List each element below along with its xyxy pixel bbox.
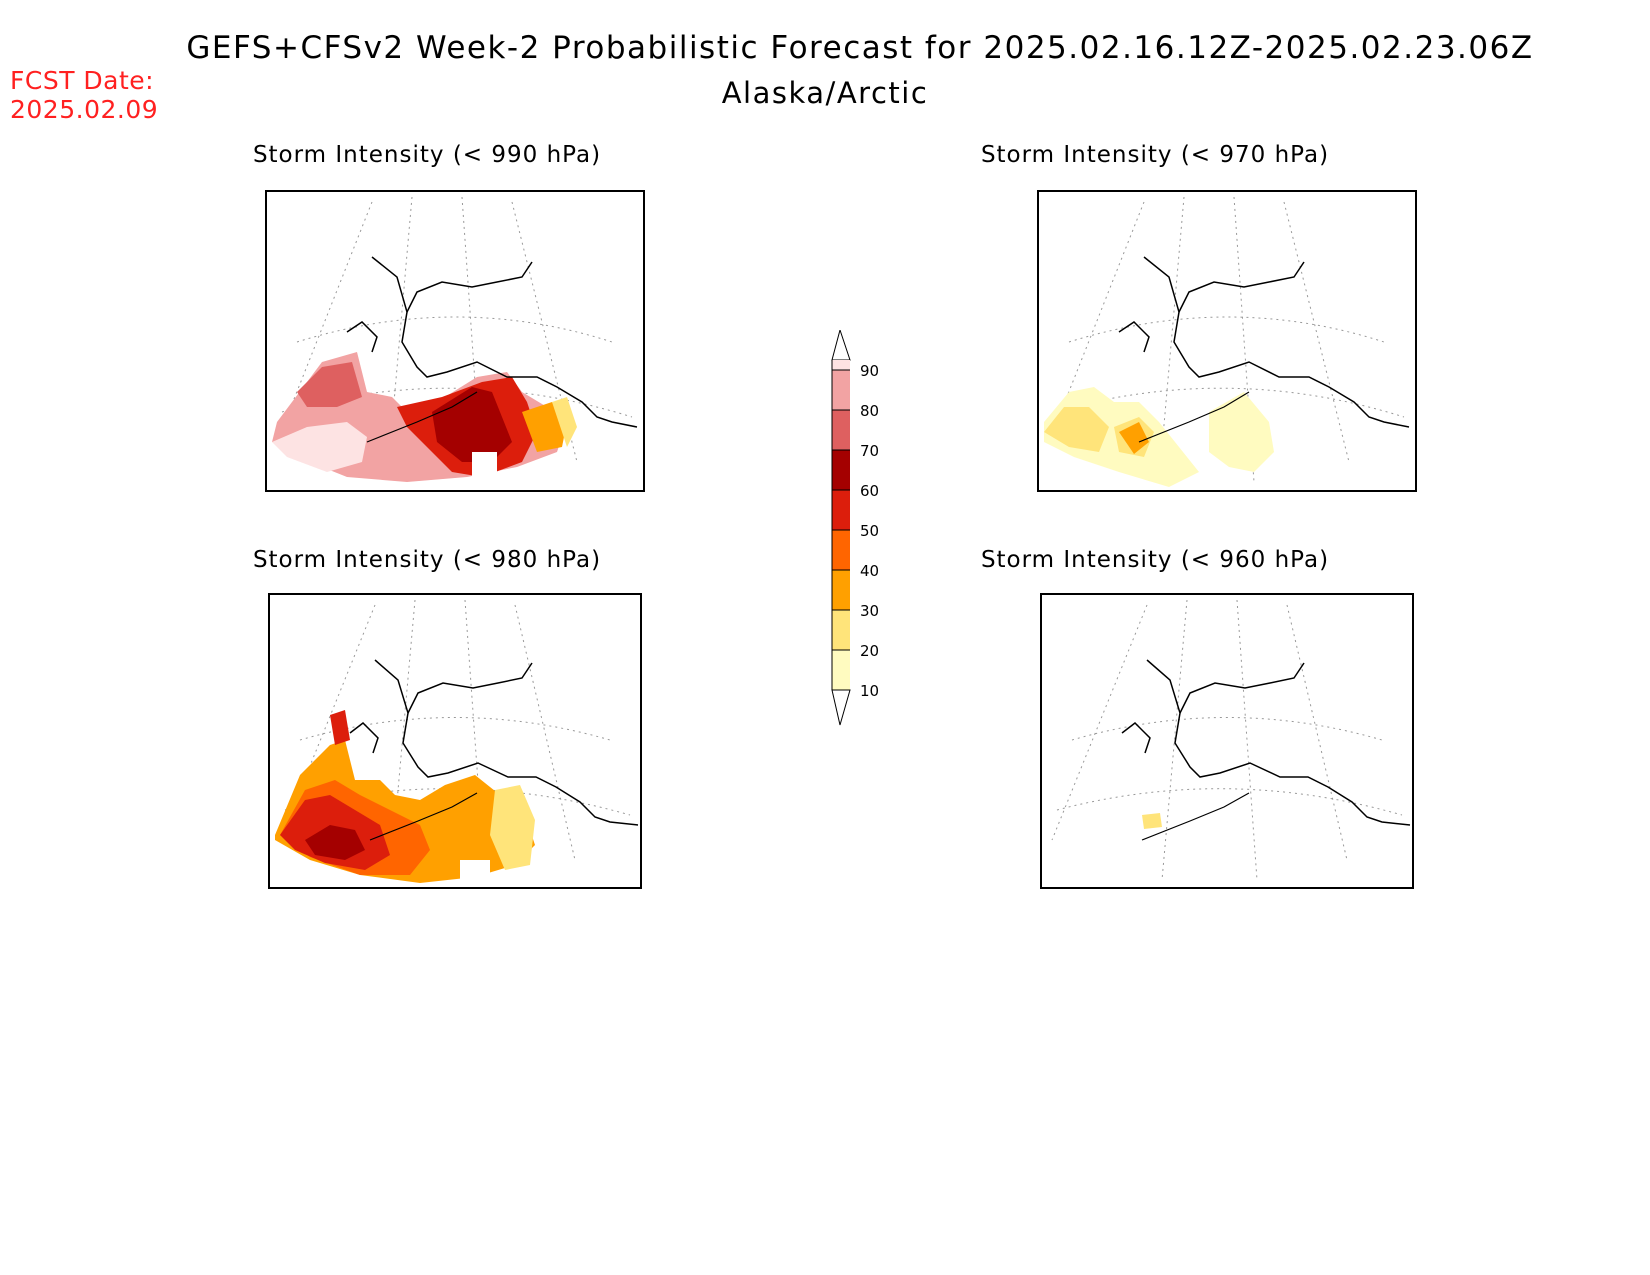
legend-swatch-10 — [832, 650, 850, 690]
legend-label-80: 80 — [860, 402, 880, 420]
legend-label-40: 40 — [860, 562, 880, 580]
panel-title-960: Storm Intensity (< 960 hPa) — [980, 547, 1330, 573]
coastline — [371, 256, 638, 428]
forecast-date-value: 2025.02.09 — [10, 95, 159, 124]
page-title: GEFS+CFSv2 Week-2 Probabilistic Forecast… — [186, 30, 1534, 66]
aleutian-chain — [1141, 792, 1250, 841]
coastline-north — [407, 662, 533, 714]
legend-swatch-40 — [832, 530, 850, 570]
prob-area-90 — [272, 422, 367, 472]
map-panel-990 — [265, 190, 645, 492]
coastline-west — [1118, 321, 1150, 353]
aleutian-chain — [369, 792, 478, 841]
graticule — [1051, 599, 1403, 881]
map-960-svg — [1051, 599, 1411, 881]
prob-area-20 — [1142, 813, 1162, 829]
forecast-date-block: FCST Date: 2025.02.09 — [10, 66, 158, 124]
map-panel-970 — [1037, 190, 1417, 492]
legend-label-50: 50 — [860, 522, 880, 540]
legend-label-60: 60 — [860, 482, 880, 500]
color-legend: 90 80 70 60 50 40 30 20 10 — [820, 328, 890, 744]
coastline — [374, 659, 639, 826]
prob-area-20 — [490, 785, 535, 870]
forecast-date-label: FCST Date: — [10, 66, 155, 95]
prob-area-60 — [305, 825, 365, 860]
legend-bar — [831, 328, 851, 726]
panel-title-970: Storm Intensity (< 970 hPa) — [980, 142, 1330, 168]
map-990-svg — [272, 196, 638, 483]
panel-title-990: Storm Intensity (< 990 hPa) — [252, 142, 602, 168]
legend-label-20: 20 — [860, 642, 880, 660]
legend-swatch-20 — [832, 610, 850, 650]
prob-area-30 — [1119, 422, 1149, 454]
coastline-north — [406, 261, 533, 313]
legend-swatch-50 — [832, 490, 850, 530]
coastline-west — [1121, 722, 1151, 754]
prob-area-20 — [1044, 407, 1109, 452]
prob-area-50b — [330, 710, 350, 745]
coastline-west — [346, 321, 378, 353]
map-panel-960 — [1040, 593, 1414, 889]
prob-area-10b — [1209, 392, 1274, 472]
graticule — [1048, 196, 1405, 483]
legend-label-30: 30 — [860, 602, 880, 620]
legend-label-70: 70 — [860, 442, 880, 460]
panel-title-980: Storm Intensity (< 980 hPa) — [252, 547, 602, 573]
legend-swatch-30 — [832, 570, 850, 610]
prob-area-70 — [297, 362, 362, 407]
aleutian-chain — [366, 391, 478, 443]
prob-area-30 — [522, 402, 567, 452]
coastline — [1143, 256, 1410, 428]
prob-area-20 — [552, 397, 577, 447]
legend-swatch-70 — [832, 410, 850, 450]
legend-label-90: 90 — [860, 362, 880, 380]
gap-area — [472, 452, 497, 482]
coastline-west — [349, 722, 379, 754]
legend-label-10: 10 — [860, 682, 880, 700]
gap-area — [460, 860, 490, 887]
map-970-svg — [1044, 196, 1410, 487]
legend-swatch-80 — [832, 370, 850, 410]
coastline-north — [1178, 261, 1305, 313]
coastline-north — [1179, 662, 1305, 714]
map-panel-980 — [268, 593, 642, 889]
coastline — [1146, 659, 1411, 826]
map-980-svg — [275, 599, 639, 887]
aleutian-chain — [1138, 391, 1250, 443]
region-subtitle: Alaska/Arctic — [721, 76, 929, 110]
legend-swatch-90 — [832, 360, 850, 370]
prob-area-60 — [432, 387, 512, 462]
legend-swatch-60 — [832, 450, 850, 490]
